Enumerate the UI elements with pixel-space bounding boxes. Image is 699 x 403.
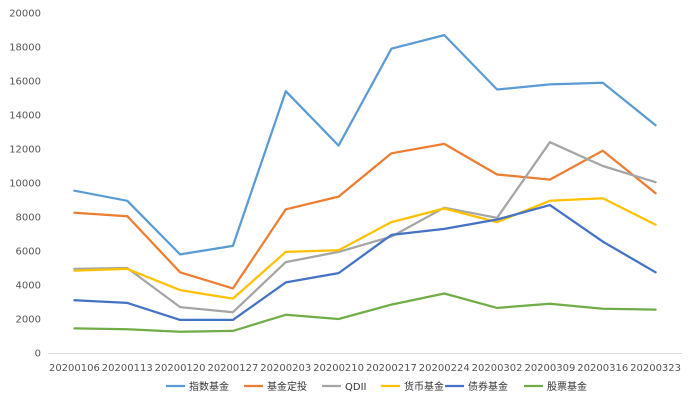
legend-label: 指数基金 [189,380,229,393]
legend-item: 股票基金 [524,380,587,393]
y-tick-label: 20000 [9,9,41,20]
series-line [73,33,657,256]
y-tick-label: 18000 [9,43,41,54]
y-tick-label: 4000 [16,281,41,292]
series-line [73,292,657,333]
x-tick-label: 20200309 [524,363,575,374]
legend: 指数基金 基金定投 QDII 货币基金 债券基金 股票基金 [166,380,587,393]
series-line [73,203,657,322]
y-tick-label: 12000 [9,145,41,156]
legend-item: 指数基金 [166,380,229,393]
x-tick-label: 20200224 [419,363,470,374]
legend-label: 货币基金 [404,380,444,393]
legend-item: 基金定投 [244,380,307,393]
y-tick-label: 16000 [9,77,41,88]
x-tick-label: 20200120 [155,363,206,374]
series-line [73,197,657,300]
series-line [73,141,657,314]
legend-item: 货币基金 [381,380,444,393]
y-tick-label: 10000 [9,179,41,190]
x-tick-label: 20200113 [102,363,153,374]
series-line [73,142,657,290]
y-axis: 0 2000 4000 6000 8000 10000 12000 14000 16000 180… [9,9,41,360]
x-axis: 20200106 20200113 20200120 20200127 20200203… [48,353,682,374]
x-tick-label: 20200127 [207,363,258,374]
legend-item: 债券基金 [445,380,508,393]
legend-label: QDII [345,382,366,393]
x-tick-label: 20200302 [472,363,523,374]
y-tick-label: 8000 [16,213,41,224]
legend-label: 股票基金 [547,380,587,393]
x-tick-label: 20200106 [49,363,100,374]
x-tick-label: 20200323 [630,363,681,374]
legend-item: QDII [322,382,366,393]
x-tick-label: 20200217 [366,363,417,374]
y-tick-label: 0 [35,349,41,360]
legend-label: 基金定投 [267,380,307,393]
legend-label: 债券基金 [468,380,508,393]
x-tick-label: 20200316 [577,363,628,374]
x-tick-label: 20200210 [313,363,364,374]
y-tick-label: 6000 [16,247,41,258]
y-tick-label: 2000 [16,315,41,326]
y-tick-label: 14000 [9,111,41,122]
x-tick-label: 20200203 [260,363,311,374]
plot-area [73,33,657,333]
